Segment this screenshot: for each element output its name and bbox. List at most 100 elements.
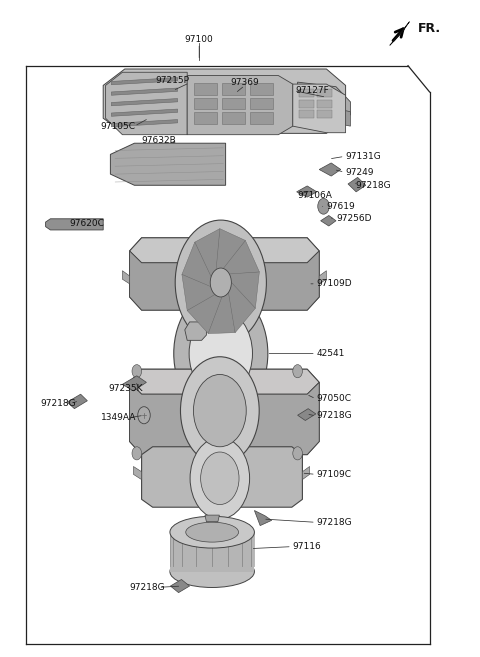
Polygon shape xyxy=(228,272,259,308)
Bar xyxy=(194,83,217,95)
Polygon shape xyxy=(321,215,336,226)
Polygon shape xyxy=(182,275,217,311)
Polygon shape xyxy=(298,82,350,115)
Circle shape xyxy=(318,198,329,214)
Circle shape xyxy=(190,438,250,519)
Text: 97218G: 97218G xyxy=(317,518,352,527)
Polygon shape xyxy=(319,105,350,126)
Ellipse shape xyxy=(186,522,239,542)
Bar xyxy=(250,112,273,124)
Bar xyxy=(299,110,314,118)
Bar xyxy=(317,100,332,108)
Text: 97249: 97249 xyxy=(346,168,374,177)
Circle shape xyxy=(193,374,246,447)
Polygon shape xyxy=(170,579,190,593)
Polygon shape xyxy=(302,466,310,480)
Polygon shape xyxy=(130,251,319,310)
Polygon shape xyxy=(215,229,245,272)
Polygon shape xyxy=(205,515,219,522)
Polygon shape xyxy=(111,109,178,116)
Circle shape xyxy=(175,220,266,345)
Polygon shape xyxy=(46,219,103,230)
Polygon shape xyxy=(348,177,366,192)
Text: 97100: 97100 xyxy=(185,35,214,44)
Text: 97218G: 97218G xyxy=(130,583,165,592)
Polygon shape xyxy=(254,510,272,526)
Circle shape xyxy=(174,289,268,418)
Polygon shape xyxy=(293,84,346,133)
Polygon shape xyxy=(106,72,187,135)
Polygon shape xyxy=(142,447,302,507)
Text: 42541: 42541 xyxy=(317,349,345,358)
Text: 1349AA: 1349AA xyxy=(101,413,136,422)
Polygon shape xyxy=(122,376,146,391)
Polygon shape xyxy=(130,382,319,455)
Text: 97218G: 97218G xyxy=(317,411,352,420)
Circle shape xyxy=(293,447,302,460)
Circle shape xyxy=(189,310,252,397)
Text: 97106A: 97106A xyxy=(298,191,333,200)
Text: 97632B: 97632B xyxy=(142,136,176,145)
Polygon shape xyxy=(298,409,316,420)
Bar xyxy=(299,89,314,97)
Text: 97369: 97369 xyxy=(230,78,259,87)
Polygon shape xyxy=(130,238,319,310)
Polygon shape xyxy=(67,394,87,409)
Text: FR.: FR. xyxy=(418,22,441,35)
Polygon shape xyxy=(187,294,223,334)
Text: 97109D: 97109D xyxy=(317,279,352,288)
Text: 97235K: 97235K xyxy=(108,384,143,394)
Polygon shape xyxy=(133,466,142,480)
Bar xyxy=(317,110,332,118)
Bar xyxy=(222,112,245,124)
Text: 97127F: 97127F xyxy=(295,86,329,95)
Polygon shape xyxy=(195,229,220,279)
Polygon shape xyxy=(319,271,326,284)
Bar xyxy=(299,100,314,108)
Bar xyxy=(250,83,273,95)
Polygon shape xyxy=(103,69,346,133)
Polygon shape xyxy=(111,120,178,127)
Ellipse shape xyxy=(170,556,254,587)
Circle shape xyxy=(132,447,142,460)
Bar xyxy=(222,98,245,109)
Polygon shape xyxy=(221,240,259,274)
Circle shape xyxy=(293,365,302,378)
Text: 97109C: 97109C xyxy=(317,470,352,479)
Polygon shape xyxy=(182,242,212,288)
Circle shape xyxy=(201,452,239,505)
Polygon shape xyxy=(187,76,293,135)
Polygon shape xyxy=(319,163,341,176)
Text: 97215P: 97215P xyxy=(156,76,190,85)
Circle shape xyxy=(180,357,259,464)
Polygon shape xyxy=(130,369,319,394)
Polygon shape xyxy=(185,322,206,340)
Polygon shape xyxy=(297,186,317,197)
Polygon shape xyxy=(110,143,226,185)
Text: 97256D: 97256D xyxy=(336,214,372,223)
Bar xyxy=(194,112,217,124)
Text: 97131G: 97131G xyxy=(346,152,381,161)
Bar xyxy=(222,83,245,95)
Bar xyxy=(250,98,273,109)
Bar xyxy=(317,89,332,97)
Polygon shape xyxy=(122,271,130,284)
Circle shape xyxy=(132,365,142,378)
Polygon shape xyxy=(170,532,254,572)
Polygon shape xyxy=(111,78,178,85)
Text: 97218G: 97218G xyxy=(355,181,391,191)
Text: 97116: 97116 xyxy=(293,542,322,551)
Text: 97619: 97619 xyxy=(326,202,355,212)
Text: 97105C: 97105C xyxy=(101,122,136,131)
Polygon shape xyxy=(130,238,319,263)
Polygon shape xyxy=(111,88,178,95)
Bar xyxy=(194,98,217,109)
Text: 97620C: 97620C xyxy=(70,219,105,228)
Circle shape xyxy=(138,407,150,424)
Text: 97050C: 97050C xyxy=(317,394,352,403)
Polygon shape xyxy=(390,22,409,45)
Polygon shape xyxy=(130,369,319,455)
Polygon shape xyxy=(208,290,235,334)
Circle shape xyxy=(210,268,231,297)
Ellipse shape xyxy=(170,516,254,548)
